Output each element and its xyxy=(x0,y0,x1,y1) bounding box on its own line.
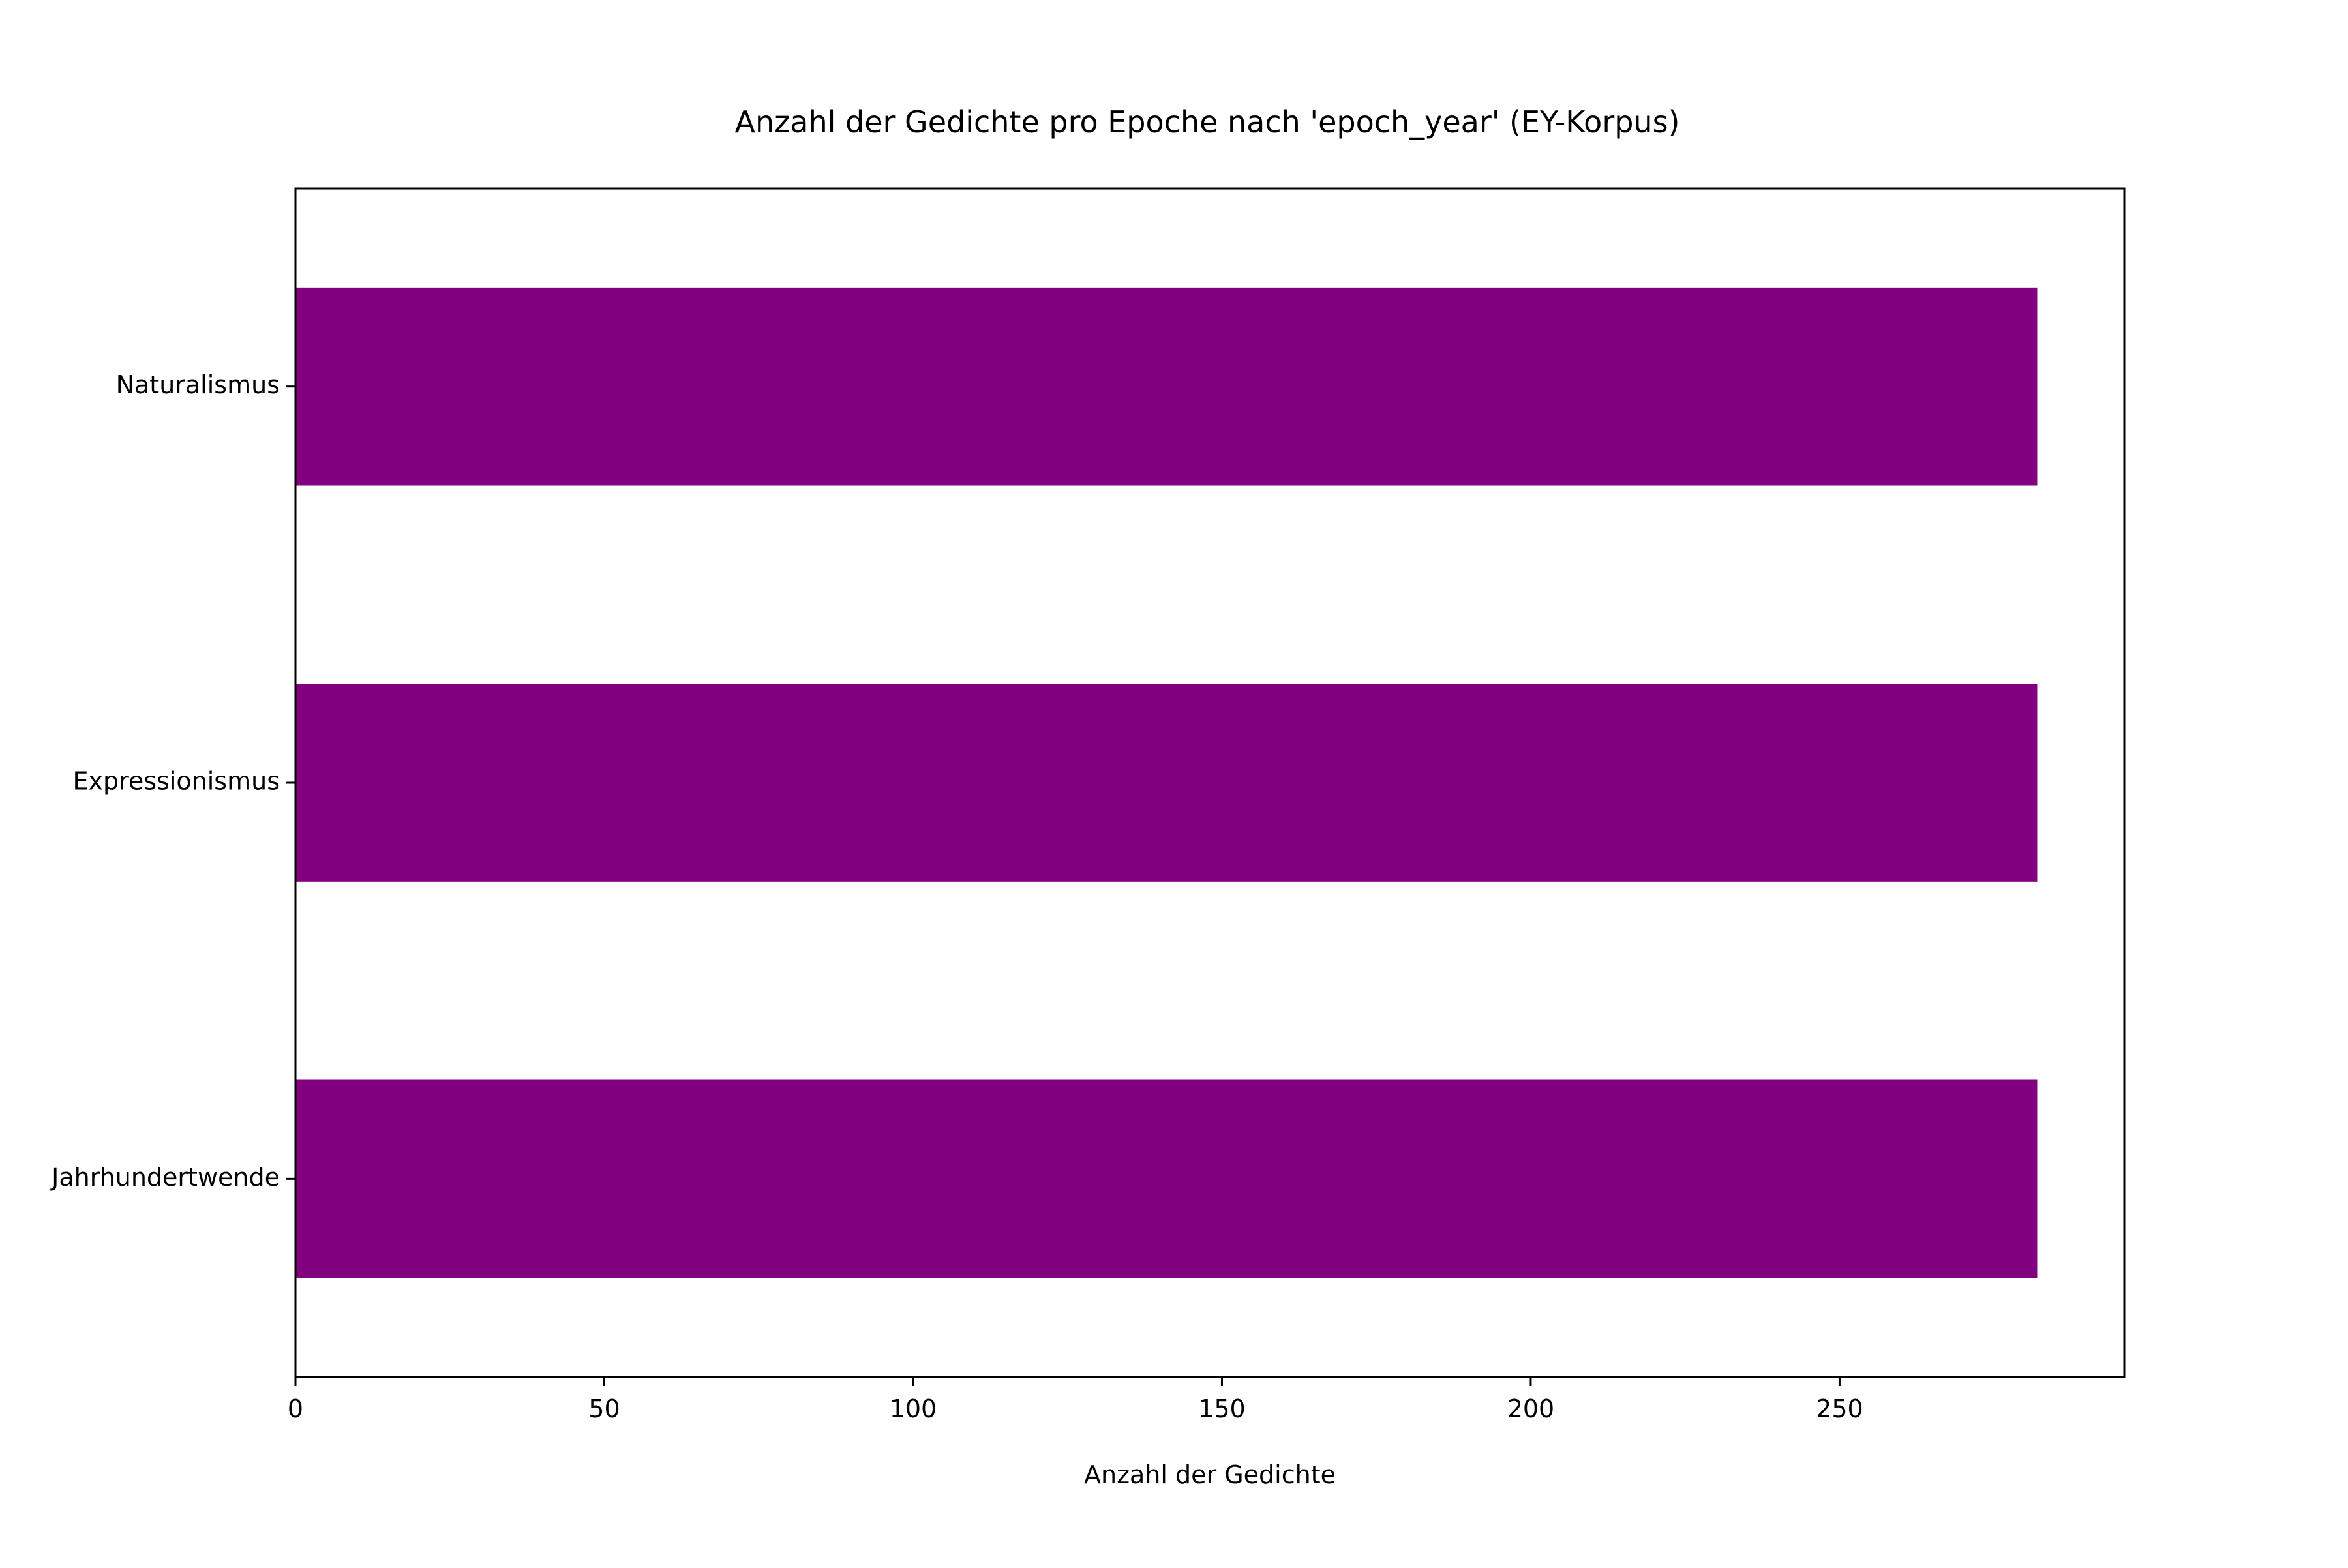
plot-area-frame xyxy=(294,187,2126,1378)
x-tick-label: 150 xyxy=(1198,1395,1246,1423)
x-tick-label: 0 xyxy=(288,1395,303,1423)
x-axis-ticks: 0 50 100 150 200 250 xyxy=(288,1377,1863,1423)
y-tick-label: Naturalismus xyxy=(116,370,280,399)
bar-expressionismus xyxy=(295,684,2038,882)
x-tick-label: 100 xyxy=(890,1395,937,1423)
chart-title: Anzahl der Gedichte pro Epoche nach 'epo… xyxy=(735,104,1680,140)
x-tick-label: 50 xyxy=(588,1395,620,1423)
x-axis-label: Anzahl der Gedichte xyxy=(1084,1460,1336,1489)
bar-jahrhundertwende xyxy=(295,1079,2038,1278)
x-tick-label: 250 xyxy=(1816,1395,1863,1423)
y-tick-label: Jahrhundertwende xyxy=(50,1163,280,1192)
y-axis-ticks: Naturalismus Expressionismus Jahrhundertwe… xyxy=(50,370,295,1192)
y-tick-label: Expressionismus xyxy=(72,767,280,796)
x-tick-label: 200 xyxy=(1507,1395,1555,1423)
bars-group xyxy=(295,287,2038,1278)
bar-naturalismus xyxy=(295,287,2038,486)
